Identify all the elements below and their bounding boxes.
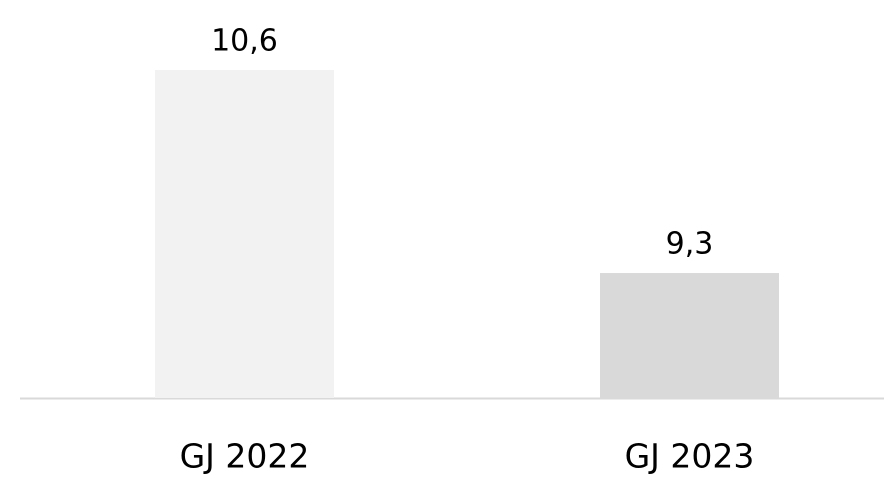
- x-tick-label: GJ 2023: [625, 437, 755, 476]
- data-label: 10,6: [211, 23, 278, 58]
- data-label: 9,3: [666, 227, 714, 262]
- bar: [600, 273, 779, 398]
- bar: [155, 69, 334, 398]
- x-tick-label: GJ 2022: [180, 437, 310, 476]
